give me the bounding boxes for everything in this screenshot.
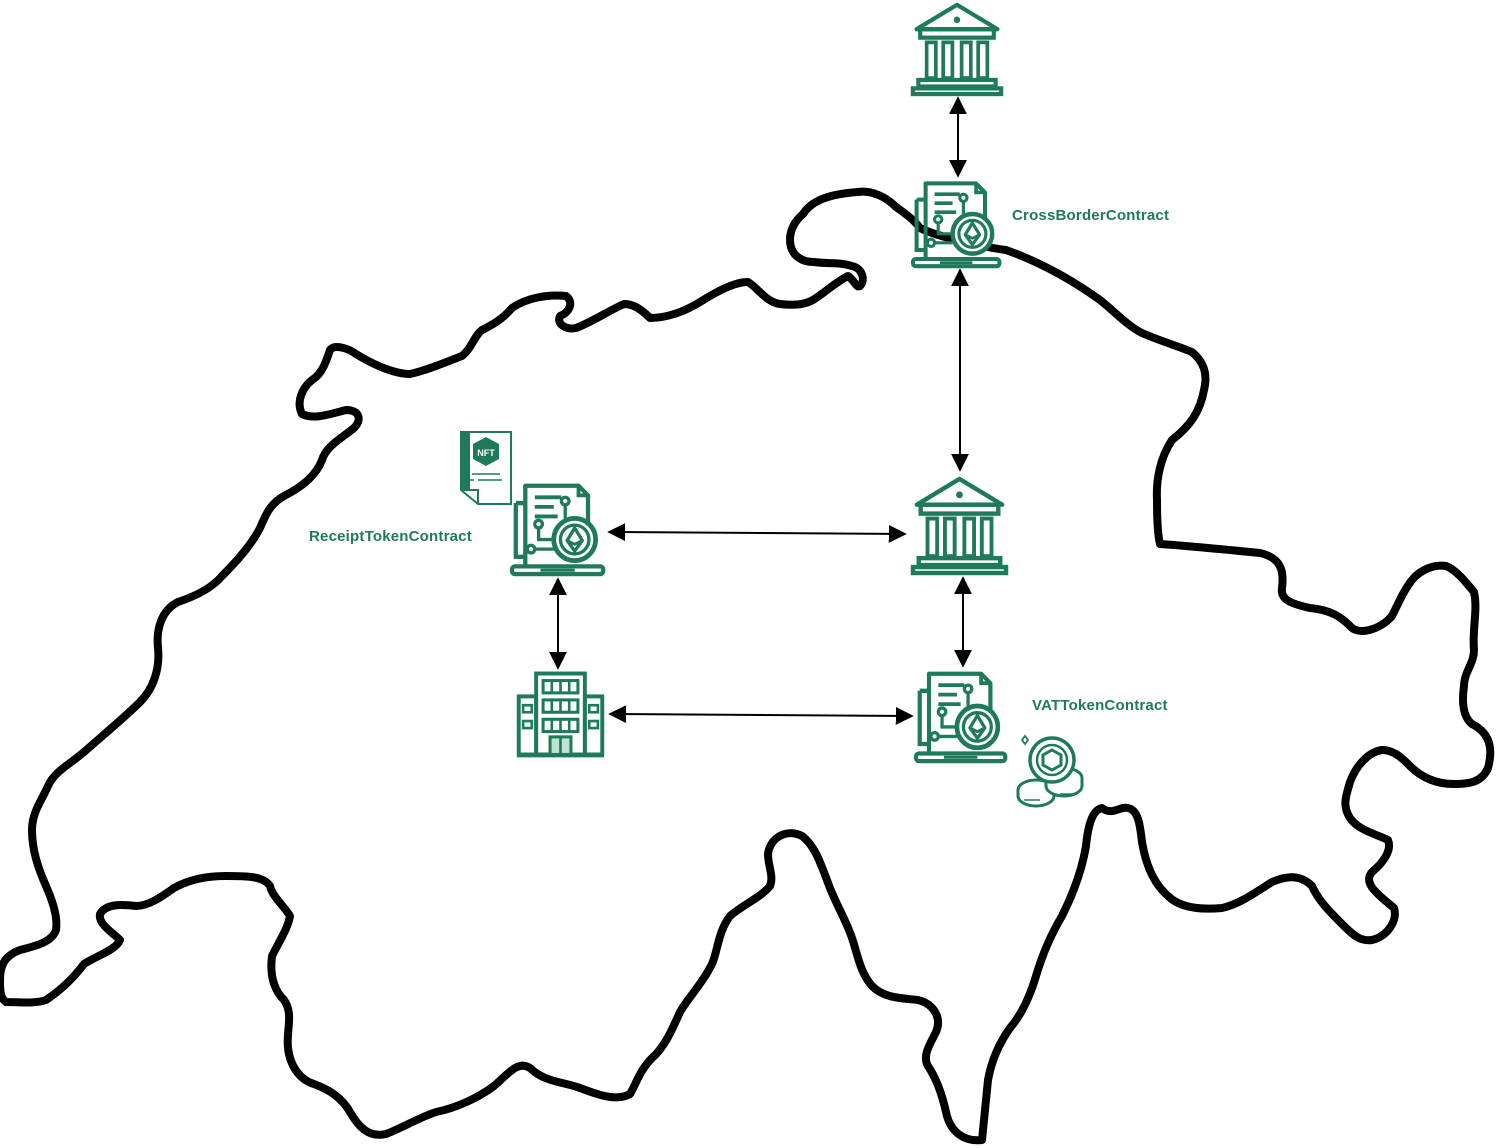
crossborder-contract-label: CrossBorderContract <box>1012 207 1170 224</box>
edge-company-vat <box>608 705 914 725</box>
nft-document-icon: NFT <box>460 431 512 505</box>
edge-receipt-domestic-bank <box>607 523 907 543</box>
vat-contract-icon <box>916 674 1005 761</box>
nft-badge-text: NFT <box>477 448 495 458</box>
vat-token-contract-label: VATTokenContract <box>1032 697 1168 714</box>
receipt-contract-icon <box>512 486 603 574</box>
office-building-icon <box>515 671 606 758</box>
switzerland-map-outline <box>0 187 1495 1145</box>
receipt-token-contract-label: ReceiptTokenContract <box>309 528 472 545</box>
coin-stack-icon <box>1016 734 1084 808</box>
crossborder-contract-icon <box>913 183 999 266</box>
domestic-bank-icon <box>913 479 1006 573</box>
central-bank-icon <box>913 5 1001 94</box>
